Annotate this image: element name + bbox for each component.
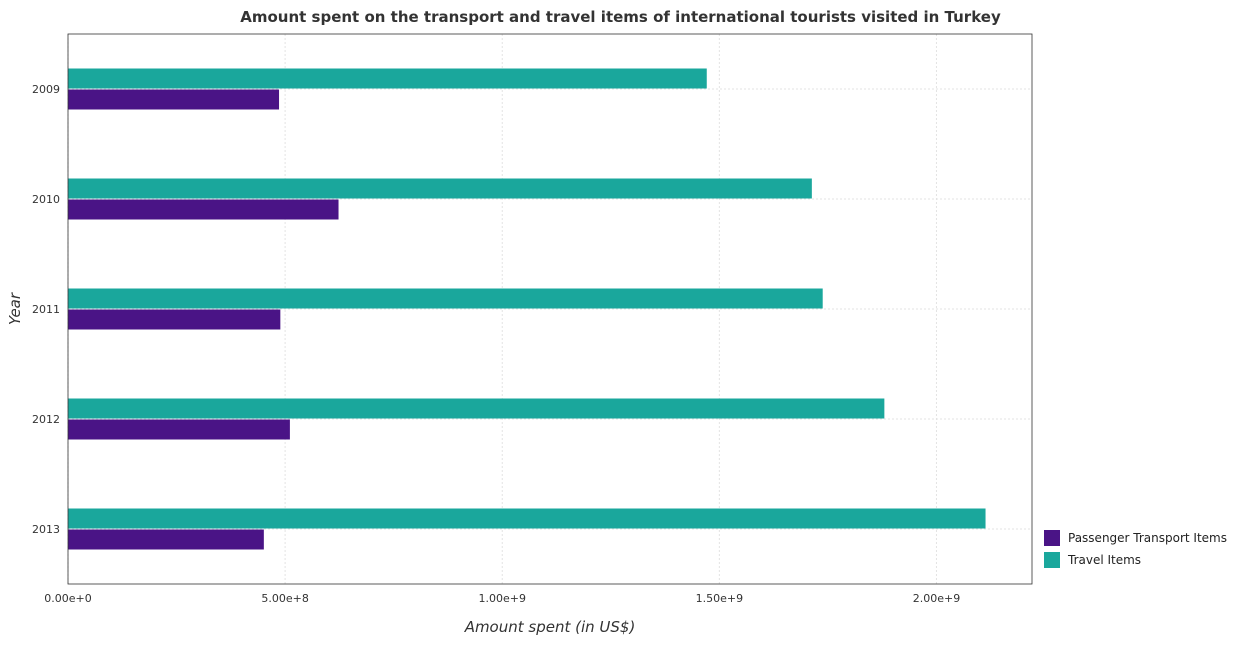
x-tick-label: 1.00e+9 xyxy=(478,592,525,605)
chart-title: Amount spent on the transport and travel… xyxy=(240,8,1001,26)
y-tick-label: 2009 xyxy=(32,83,60,96)
x-tick-label: 5.00e+8 xyxy=(261,592,308,605)
bar-passenger-transport-items xyxy=(68,89,280,110)
plot-frame xyxy=(67,33,1033,585)
x-tick-labels: 0.00e+0 5.00e+8 1.00e+9 1.50e+9 2.00e+9 xyxy=(44,592,960,605)
y-tick-label: 2011 xyxy=(32,303,60,316)
x-tick-label: 0.00e+0 xyxy=(44,592,91,605)
legend-swatch xyxy=(1044,530,1060,546)
bar-travel-items xyxy=(68,68,707,89)
x-tick-label: 1.50e+9 xyxy=(696,592,743,605)
legend-label: Travel Items xyxy=(1067,553,1141,567)
legend-swatch xyxy=(1044,552,1060,568)
y-tick-labels: 2009 2010 2011 2012 2013 xyxy=(32,83,60,536)
bar-travel-items xyxy=(68,178,812,199)
x-axis-label: Amount spent (in US$) xyxy=(464,618,636,636)
y-tick-label: 2010 xyxy=(32,193,60,206)
bar-passenger-transport-items xyxy=(68,419,290,440)
legend-label: Passenger Transport Items xyxy=(1068,531,1227,545)
bar-passenger-transport-items xyxy=(68,309,281,330)
y-axis-label: Year xyxy=(6,292,24,325)
bar-travel-items xyxy=(68,508,986,529)
bar-passenger-transport-items xyxy=(68,199,339,220)
bars xyxy=(68,68,986,550)
y-tick-label: 2012 xyxy=(32,413,60,426)
bar-passenger-transport-items xyxy=(68,529,264,550)
bar-travel-items xyxy=(68,398,885,419)
y-tick-label: 2013 xyxy=(32,523,60,536)
bar-travel-items xyxy=(68,288,823,309)
x-tick-label: 2.00e+9 xyxy=(913,592,960,605)
legend: Passenger Transport Items Travel Items xyxy=(1044,530,1227,568)
grid-lines xyxy=(67,34,1032,584)
